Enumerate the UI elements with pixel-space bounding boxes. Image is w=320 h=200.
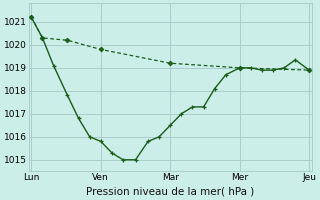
X-axis label: Pression niveau de la mer( hPa ): Pression niveau de la mer( hPa ): [86, 187, 254, 197]
